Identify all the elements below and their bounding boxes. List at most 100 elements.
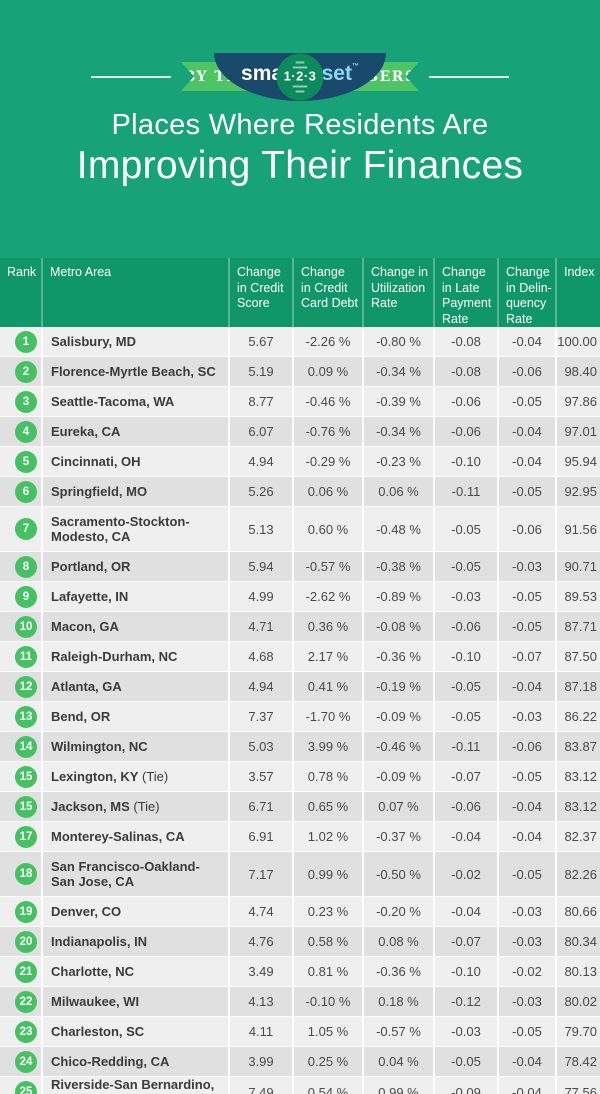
utilization-cell: 0.07 % [362,792,433,821]
metro-area-cell: Charleston, SC [41,1017,228,1046]
card-debt-cell: 0.60 % [292,507,362,551]
card-debt-cell: 3.99 % [292,732,362,761]
metro-area-cell: Portland, OR [41,552,228,581]
metro-name: Charlotte, NC [51,964,135,979]
rank-cell: 8 [0,552,41,581]
metro-area-cell: Charlotte, NC [41,957,228,986]
rank-cell: 25 [0,1077,41,1094]
rank-cell: 5 [0,447,41,476]
column-header-utilization: Change in Utilization Rate [362,258,433,327]
metro-name: Cincinnati, OH [51,454,141,469]
credit-score-cell: 6.71 [228,792,292,821]
rank-badge: 19 [15,900,37,923]
metro-area-cell: Bend, OR [41,702,228,731]
metro-name: Denver, CO [51,904,122,919]
card-debt-cell: -0.29 % [292,447,362,476]
table-row: 10 Macon, GA 4.71 0.36 % -0.08 % -0.06 -0.05 87… [0,612,600,642]
card-debt-cell: 0.65 % [292,792,362,821]
utilization-cell: 0.04 % [362,1047,433,1076]
table-row: 19 Denver, CO 4.74 0.23 % -0.20 % -0.04 -0.03 8… [0,897,600,927]
badge-line-decor [292,66,308,68]
late-payment-cell: -0.02 [433,852,497,896]
index-cell: 89.53 [555,582,600,611]
metro-name: Jackson, MS [51,799,130,814]
late-payment-cell: -0.07 [433,762,497,791]
late-payment-cell: -0.06 [433,417,497,446]
badge-line-decor [292,85,308,87]
rank-badge: 21 [15,960,37,983]
index-cell: 92.95 [555,477,600,506]
badge-line-decor [295,90,305,92]
metro-area-cell: Denver, CO [41,897,228,926]
card-debt-cell: 0.25 % [292,1047,362,1076]
rank-badge: 22 [15,990,37,1013]
late-payment-cell: -0.05 [433,672,497,701]
late-payment-cell: -0.11 [433,477,497,506]
metro-name: Riverside-San Bernardino, CA [51,1077,215,1094]
card-debt-cell: 1.02 % [292,822,362,851]
metro-area-cell: Eureka, CA [41,417,228,446]
delinquency-cell: -0.06 [497,357,555,386]
metro-area-cell: Milwaukee, WI [41,987,228,1016]
metro-name: Lafayette, IN [51,589,129,604]
rank-cell: 1 [0,327,41,356]
metro-area-cell: Chico-Redding, CA [41,1047,228,1076]
utilization-cell: -0.19 % [362,672,433,701]
rank-badge: 11 [15,645,37,668]
metro-name: Chico-Redding, CA [51,1054,170,1069]
utilization-cell: -0.20 % [362,897,433,926]
delinquency-cell: -0.04 [497,447,555,476]
rank-badge: 5 [15,450,37,473]
table-row: 8 Portland, OR 5.94 -0.57 % -0.38 % -0.05 -0.0… [0,552,600,582]
utilization-cell: -0.09 % [362,702,433,731]
index-cell: 91.56 [555,507,600,551]
metro-name: Seattle-Tacoma, WA [51,394,175,409]
rank-badge: 24 [15,1050,37,1073]
metro-name: San Francisco-Oakland- San Jose, CA [51,859,200,889]
table-row: 1 Salisbury, MD 5.67 -2.26 % -0.80 % -0.08 -0.… [0,327,600,357]
metro-area-cell: Salisbury, MD [41,327,228,356]
index-cell: 97.86 [555,387,600,416]
metro-area-cell: Riverside-San Bernardino, CA [41,1077,228,1094]
utilization-cell: -0.23 % [362,447,433,476]
credit-score-cell: 8.77 [228,387,292,416]
card-debt-cell: 0.54 % [292,1077,362,1094]
index-cell: 82.26 [555,852,600,896]
metro-area-cell: San Francisco-Oakland- San Jose, CA [41,852,228,896]
rank-cell: 14 [0,732,41,761]
late-payment-cell: -0.08 [433,327,497,356]
card-debt-cell: 0.06 % [292,477,362,506]
credit-score-cell: 4.76 [228,927,292,956]
table-row: 12 Atlanta, GA 4.94 0.41 % -0.19 % -0.05 -0.04… [0,672,600,702]
metro-name: Charleston, SC [51,1024,145,1039]
rank-badge: 13 [15,705,37,728]
table-row: 15 Jackson, MS (Tie) 6.71 0.65 % 0.07 % -0.06… [0,792,600,822]
index-cell: 100.00 [555,327,600,356]
index-cell: 87.18 [555,672,600,701]
late-payment-cell: -0.08 [433,357,497,386]
table-row: 23 Charleston, SC 4.11 1.05 % -0.57 % -0.03 -0… [0,1017,600,1047]
delinquency-cell: -0.03 [497,927,555,956]
credit-score-cell: 4.71 [228,612,292,641]
banner-rule-left [91,75,171,78]
delinquency-cell: -0.04 [497,822,555,851]
index-cell: 87.71 [555,612,600,641]
utilization-cell: -0.34 % [362,357,433,386]
credit-score-cell: 4.94 [228,447,292,476]
credit-score-cell: 5.13 [228,507,292,551]
late-payment-cell: -0.06 [433,792,497,821]
rank-badge: 25 [15,1081,37,1094]
delinquency-cell: -0.02 [497,957,555,986]
rank-badge: 12 [15,675,37,698]
credit-score-cell: 3.49 [228,957,292,986]
late-payment-cell: -0.04 [433,822,497,851]
card-debt-cell: 0.23 % [292,897,362,926]
rank-cell: 15 [0,792,41,821]
credit-score-cell: 5.67 [228,327,292,356]
delinquency-cell: -0.04 [497,1047,555,1076]
tie-label: (Tie) [129,799,160,814]
metro-name: Wilmington, NC [51,739,148,754]
delinquency-cell: -0.04 [497,417,555,446]
index-cell: 79.70 [555,1017,600,1046]
column-header-late-payment: Change in Late Payment Rate [433,258,497,327]
